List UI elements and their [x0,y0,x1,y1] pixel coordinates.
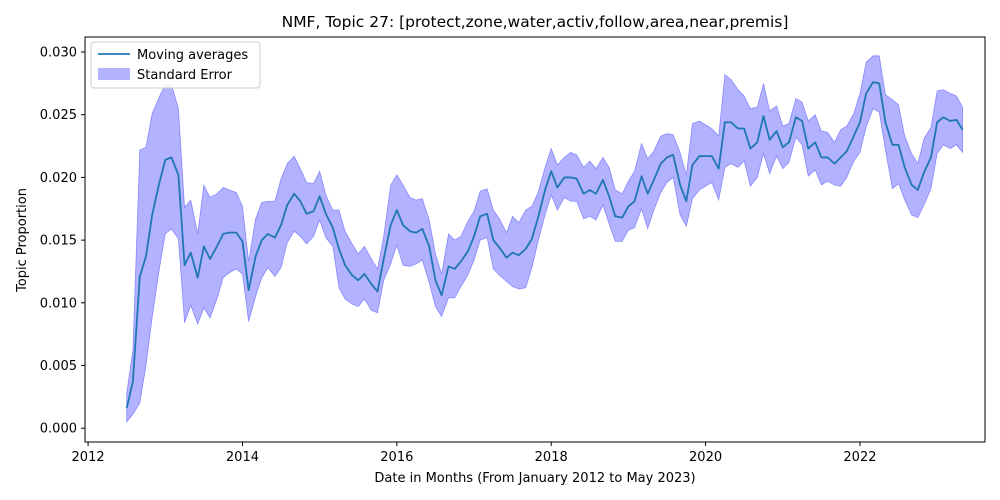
x-tick-label: 2014 [226,450,259,465]
legend: Moving averages Standard Error [90,41,261,89]
moving-average-line [125,81,964,409]
x-tick-label: 2016 [380,450,413,465]
y-tick-label: 0.015 [40,234,77,249]
moving-average-line-layer [125,81,964,409]
x-axis-label: Date in Months (From January 2012 to May… [374,471,695,486]
standard-error-band-layer [126,55,964,424]
y-tick-label: 0.030 [40,46,77,61]
x-tick-label: 2012 [72,450,105,465]
plot-area [84,36,986,443]
y-tick-label: 0.020 [40,171,77,186]
y-axis-label: Topic Proportion [15,188,30,293]
x-tick-label: 2022 [843,450,876,465]
y-tick-label: 0.005 [40,359,77,374]
legend-band-swatch [98,68,130,80]
legend-box [90,41,261,89]
chart-title: NMF, Topic 27: [protect,zone,water,activ… [282,13,789,31]
plot-frame [84,36,986,443]
y-tick-label: 0.000 [40,422,77,437]
x-tick-label: 2018 [535,450,568,465]
x-tick-label: 2020 [689,450,722,465]
legend-label-moving-averages: Moving averages [137,48,248,63]
standard-error-band [126,55,964,424]
y-axis: 0.000 0.005 0.010 0.015 0.020 0.025 0.030 [40,46,85,437]
x-axis: 2012 2014 2016 2018 2020 2022 [72,442,877,465]
y-tick-label: 0.025 [40,108,77,123]
legend-label-standard-error: Standard Error [137,68,233,83]
y-tick-label: 0.010 [40,296,77,311]
